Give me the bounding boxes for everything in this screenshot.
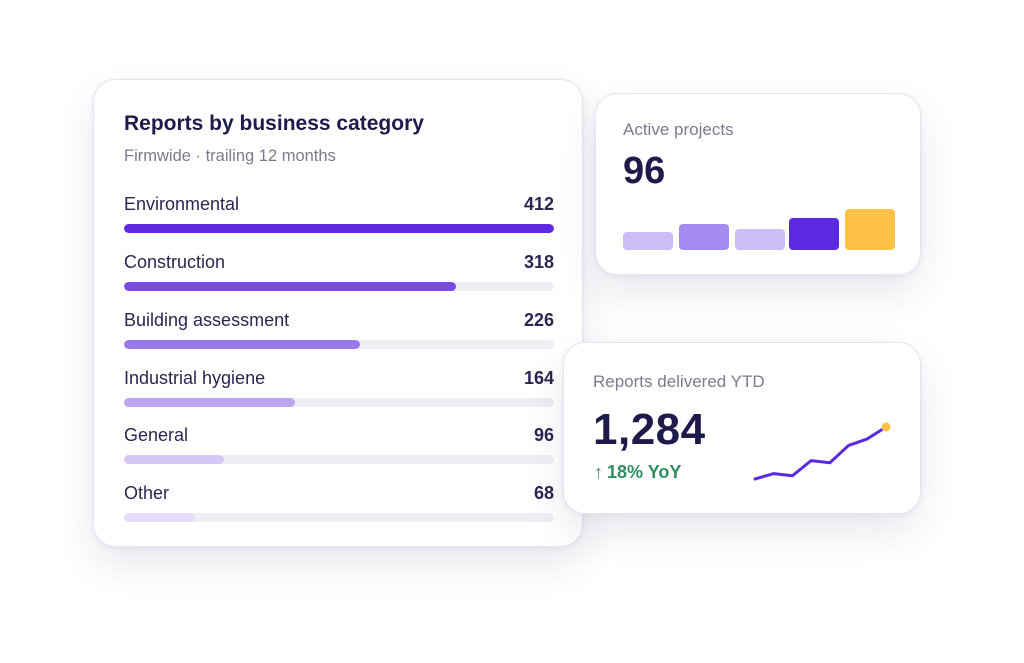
category-row-other: Other 68 <box>124 483 554 527</box>
sparkline-end-dot <box>881 422 891 432</box>
reports-sparkline <box>753 422 891 481</box>
category-value: 412 <box>523 194 554 214</box>
active-projects-value: 96 <box>623 150 666 192</box>
arrow-up-icon: ↑ <box>594 462 603 482</box>
category-row-construction: Construction 318 <box>124 252 554 296</box>
category-label: Other <box>124 483 170 503</box>
category-row-industrial-hygiene: Industrial hygiene 164 <box>124 368 554 412</box>
category-bar-fill <box>124 282 456 291</box>
category-bar-fill <box>124 513 195 522</box>
sparkline-line <box>753 425 888 481</box>
reports-delivered-value: 1,284 <box>593 405 706 454</box>
project-block <box>679 224 729 250</box>
category-label: Industrial hygiene <box>124 368 266 388</box>
active-projects-card: Active projects 96 <box>595 93 921 275</box>
category-card-subtitle: Firmwide · trailing 12 months <box>124 147 336 165</box>
category-row-environmental: Environmental 412 <box>124 194 554 238</box>
category-bar-track <box>124 513 554 522</box>
category-row-building-assessment: Building assessment 226 <box>124 310 554 354</box>
category-value: 68 <box>533 483 554 503</box>
category-label: Construction <box>124 252 226 272</box>
project-block <box>735 229 785 250</box>
project-block <box>845 209 895 250</box>
category-bar-fill <box>124 398 296 407</box>
active-projects-label: Active projects <box>623 120 734 139</box>
category-bar-fill <box>124 455 225 464</box>
category-label: General <box>124 425 189 445</box>
category-value: 318 <box>523 252 554 272</box>
category-bar-fill <box>124 224 554 233</box>
yoy-text: 18% YoY <box>607 462 682 482</box>
reports-delivered-label: Reports delivered YTD <box>593 372 765 391</box>
category-card-title: Reports by business category <box>124 112 424 135</box>
category-bar-track <box>124 455 554 464</box>
category-label: Environmental <box>124 194 240 214</box>
category-bar-track <box>124 398 554 407</box>
category-row-general: General 96 <box>124 425 554 469</box>
category-bar-fill <box>124 340 360 349</box>
category-value: 164 <box>523 368 554 388</box>
category-bar-track <box>124 340 554 349</box>
active-projects-blocks <box>623 206 895 250</box>
yoy-change: ↑ 18% YoY <box>594 462 681 483</box>
category-bar-track <box>124 282 554 291</box>
reports-delivered-card: Reports delivered YTD 1,284 ↑ 18% YoY <box>563 342 921 514</box>
category-label: Building assessment <box>124 310 290 330</box>
project-block <box>623 232 673 250</box>
category-value: 96 <box>533 425 554 445</box>
category-bar-track <box>124 224 554 233</box>
category-value: 226 <box>523 310 554 330</box>
project-block <box>789 218 839 250</box>
reports-by-category-card: Reports by business category Firmwide · … <box>93 79 583 547</box>
